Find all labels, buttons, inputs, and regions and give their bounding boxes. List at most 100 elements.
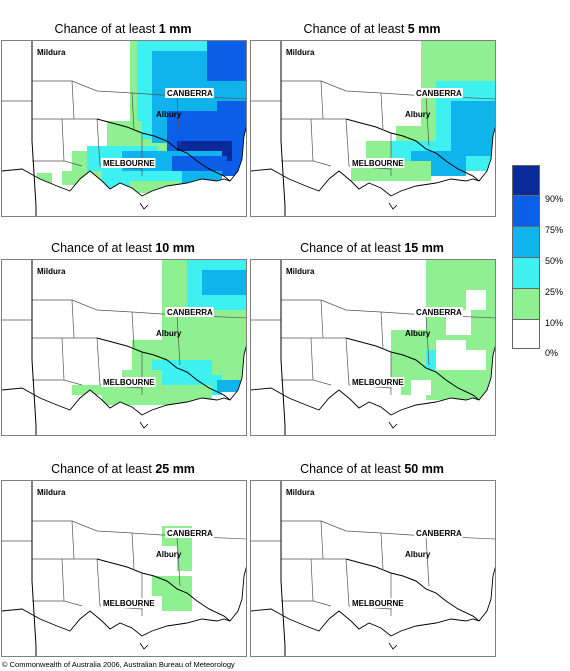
sea-mask: [251, 128, 495, 216]
title-prefix: Chance of at least: [54, 22, 159, 36]
city-label-background: [165, 307, 214, 317]
city-label-canberra: CANBERRA: [167, 308, 213, 317]
title-prefix: Chance of at least: [51, 462, 156, 476]
coastline-fragment: [139, 202, 149, 210]
rainfall-map-5mm: Mildura CANBERRA Albury MELBOURNE: [250, 40, 496, 217]
district-boundary: [380, 92, 384, 130]
legend-swatch-75: [512, 196, 540, 227]
sea-mask: [2, 347, 246, 435]
district-boundary: [96, 118, 101, 167]
panel-title-10mm: Chance of at least 10 mm: [0, 241, 246, 255]
title-amount: 50 mm: [404, 462, 444, 476]
city-label-albury: Albury: [405, 550, 431, 559]
state-border-sa: [31, 260, 37, 435]
city-label-background: [165, 528, 214, 538]
city-label-melbourne: MELBOURNE: [352, 599, 404, 608]
probability-cell: [72, 385, 102, 395]
city-label-mildura: Mildura: [37, 48, 66, 57]
probability-cell: [217, 380, 242, 392]
district-boundary: [380, 311, 384, 349]
probability-cell: [162, 596, 192, 611]
state-border-sa: [280, 41, 286, 216]
city-label-background: [350, 598, 405, 608]
title-amount: 1 mm: [158, 22, 192, 36]
state-border-sa: [31, 41, 37, 216]
district-boundary: [345, 118, 350, 167]
district-boundary: [310, 337, 332, 386]
district-boundary: [61, 337, 83, 386]
city-label-melbourne: MELBOURNE: [103, 599, 155, 608]
district-boundary: [320, 299, 324, 339]
district-boundary: [310, 558, 332, 607]
coastline: [251, 345, 495, 416]
state-border-nsw-vic: [345, 118, 480, 182]
legend-swatch-25: [512, 258, 540, 289]
map-svg: Mildura CANBERRA Albury MELBOURNE: [251, 260, 495, 435]
coastline: [2, 345, 246, 416]
rainfall-map-10mm: Mildura CANBERRA Albury MELBOURNE: [1, 259, 247, 436]
rainfall-map-50mm: Mildura CANBERRA Albury MELBOURNE: [250, 480, 496, 657]
district-boundary: [320, 80, 324, 120]
panel-title-5mm: Chance of at least 5 mm: [249, 22, 495, 36]
map-svg: Mildura CANBERRA Albury MELBOURNE: [2, 481, 246, 656]
city-label-mildura: Mildura: [286, 48, 315, 57]
city-label-background: [101, 598, 156, 608]
coastline-fragment: [388, 202, 398, 210]
legend-label-90: 90%: [545, 194, 564, 204]
city-label-canberra: CANBERRA: [416, 89, 462, 98]
state-border-sa: [280, 481, 286, 656]
title-amount: 25 mm: [155, 462, 195, 476]
district-boundary: [96, 337, 101, 386]
title-prefix: Chance of at least: [51, 241, 156, 255]
legend-label-25: 25%: [545, 287, 564, 297]
district-boundary: [71, 520, 75, 560]
district-boundary: [176, 314, 181, 366]
state-border-nsw-vic: [345, 558, 480, 622]
map-svg: Mildura CANBERRA Albury MELBOURNE: [2, 41, 246, 216]
sea-mask: [2, 568, 246, 656]
rainfall-probability-shading: [391, 260, 495, 400]
district-boundary: [310, 118, 332, 167]
district-boundary: [71, 299, 75, 339]
map-svg: Mildura CANBERRA Albury MELBOURNE: [251, 41, 495, 216]
city-label-background: [165, 88, 214, 98]
district-boundary: [71, 80, 75, 120]
probability-cell: [202, 270, 246, 295]
city-label-canberra: CANBERRA: [416, 308, 462, 317]
district-boundary: [425, 535, 430, 587]
panel-title-25mm: Chance of at least 25 mm: [0, 462, 246, 476]
probability-cell: [182, 556, 192, 568]
title-amount: 10 mm: [155, 241, 195, 255]
coastline-fragment: [388, 642, 398, 650]
district-boundary: [176, 95, 181, 147]
city-label-background: [101, 377, 156, 387]
district-boundary: [380, 532, 384, 570]
legend-label-10: 10%: [545, 318, 564, 328]
legend-label-0: 0%: [545, 348, 559, 358]
city-label-background: [414, 307, 463, 317]
city-label-albury: Albury: [405, 329, 431, 338]
probability-cell: [466, 290, 486, 310]
city-label-mildura: Mildura: [37, 267, 66, 276]
probability-cell: [466, 156, 495, 171]
sea-mask: [251, 568, 495, 656]
city-label-mildura: Mildura: [286, 267, 315, 276]
city-label-canberra: CANBERRA: [167, 89, 213, 98]
city-label-background: [414, 88, 463, 98]
rainfall-map-1mm: Mildura CANBERRA Albury MELBOURNE: [1, 40, 247, 217]
city-label-canberra: CANBERRA: [167, 529, 213, 538]
panel-title-1mm: Chance of at least 1 mm: [0, 22, 246, 36]
probability-cell: [102, 385, 212, 405]
city-label-albury: Albury: [156, 110, 182, 119]
city-label-melbourne: MELBOURNE: [352, 378, 404, 387]
probability-cell: [207, 41, 246, 81]
district-boundary: [131, 532, 135, 570]
title-amount: 5 mm: [407, 22, 441, 36]
city-label-background: [414, 528, 463, 538]
map-svg: Mildura CANBERRA Albury MELBOURNE: [2, 260, 246, 435]
state-border-sa: [31, 481, 37, 656]
district-boundary: [425, 95, 430, 147]
coastline: [251, 126, 495, 197]
legend-swatch-50: [512, 227, 540, 258]
city-label-background: [350, 158, 405, 168]
